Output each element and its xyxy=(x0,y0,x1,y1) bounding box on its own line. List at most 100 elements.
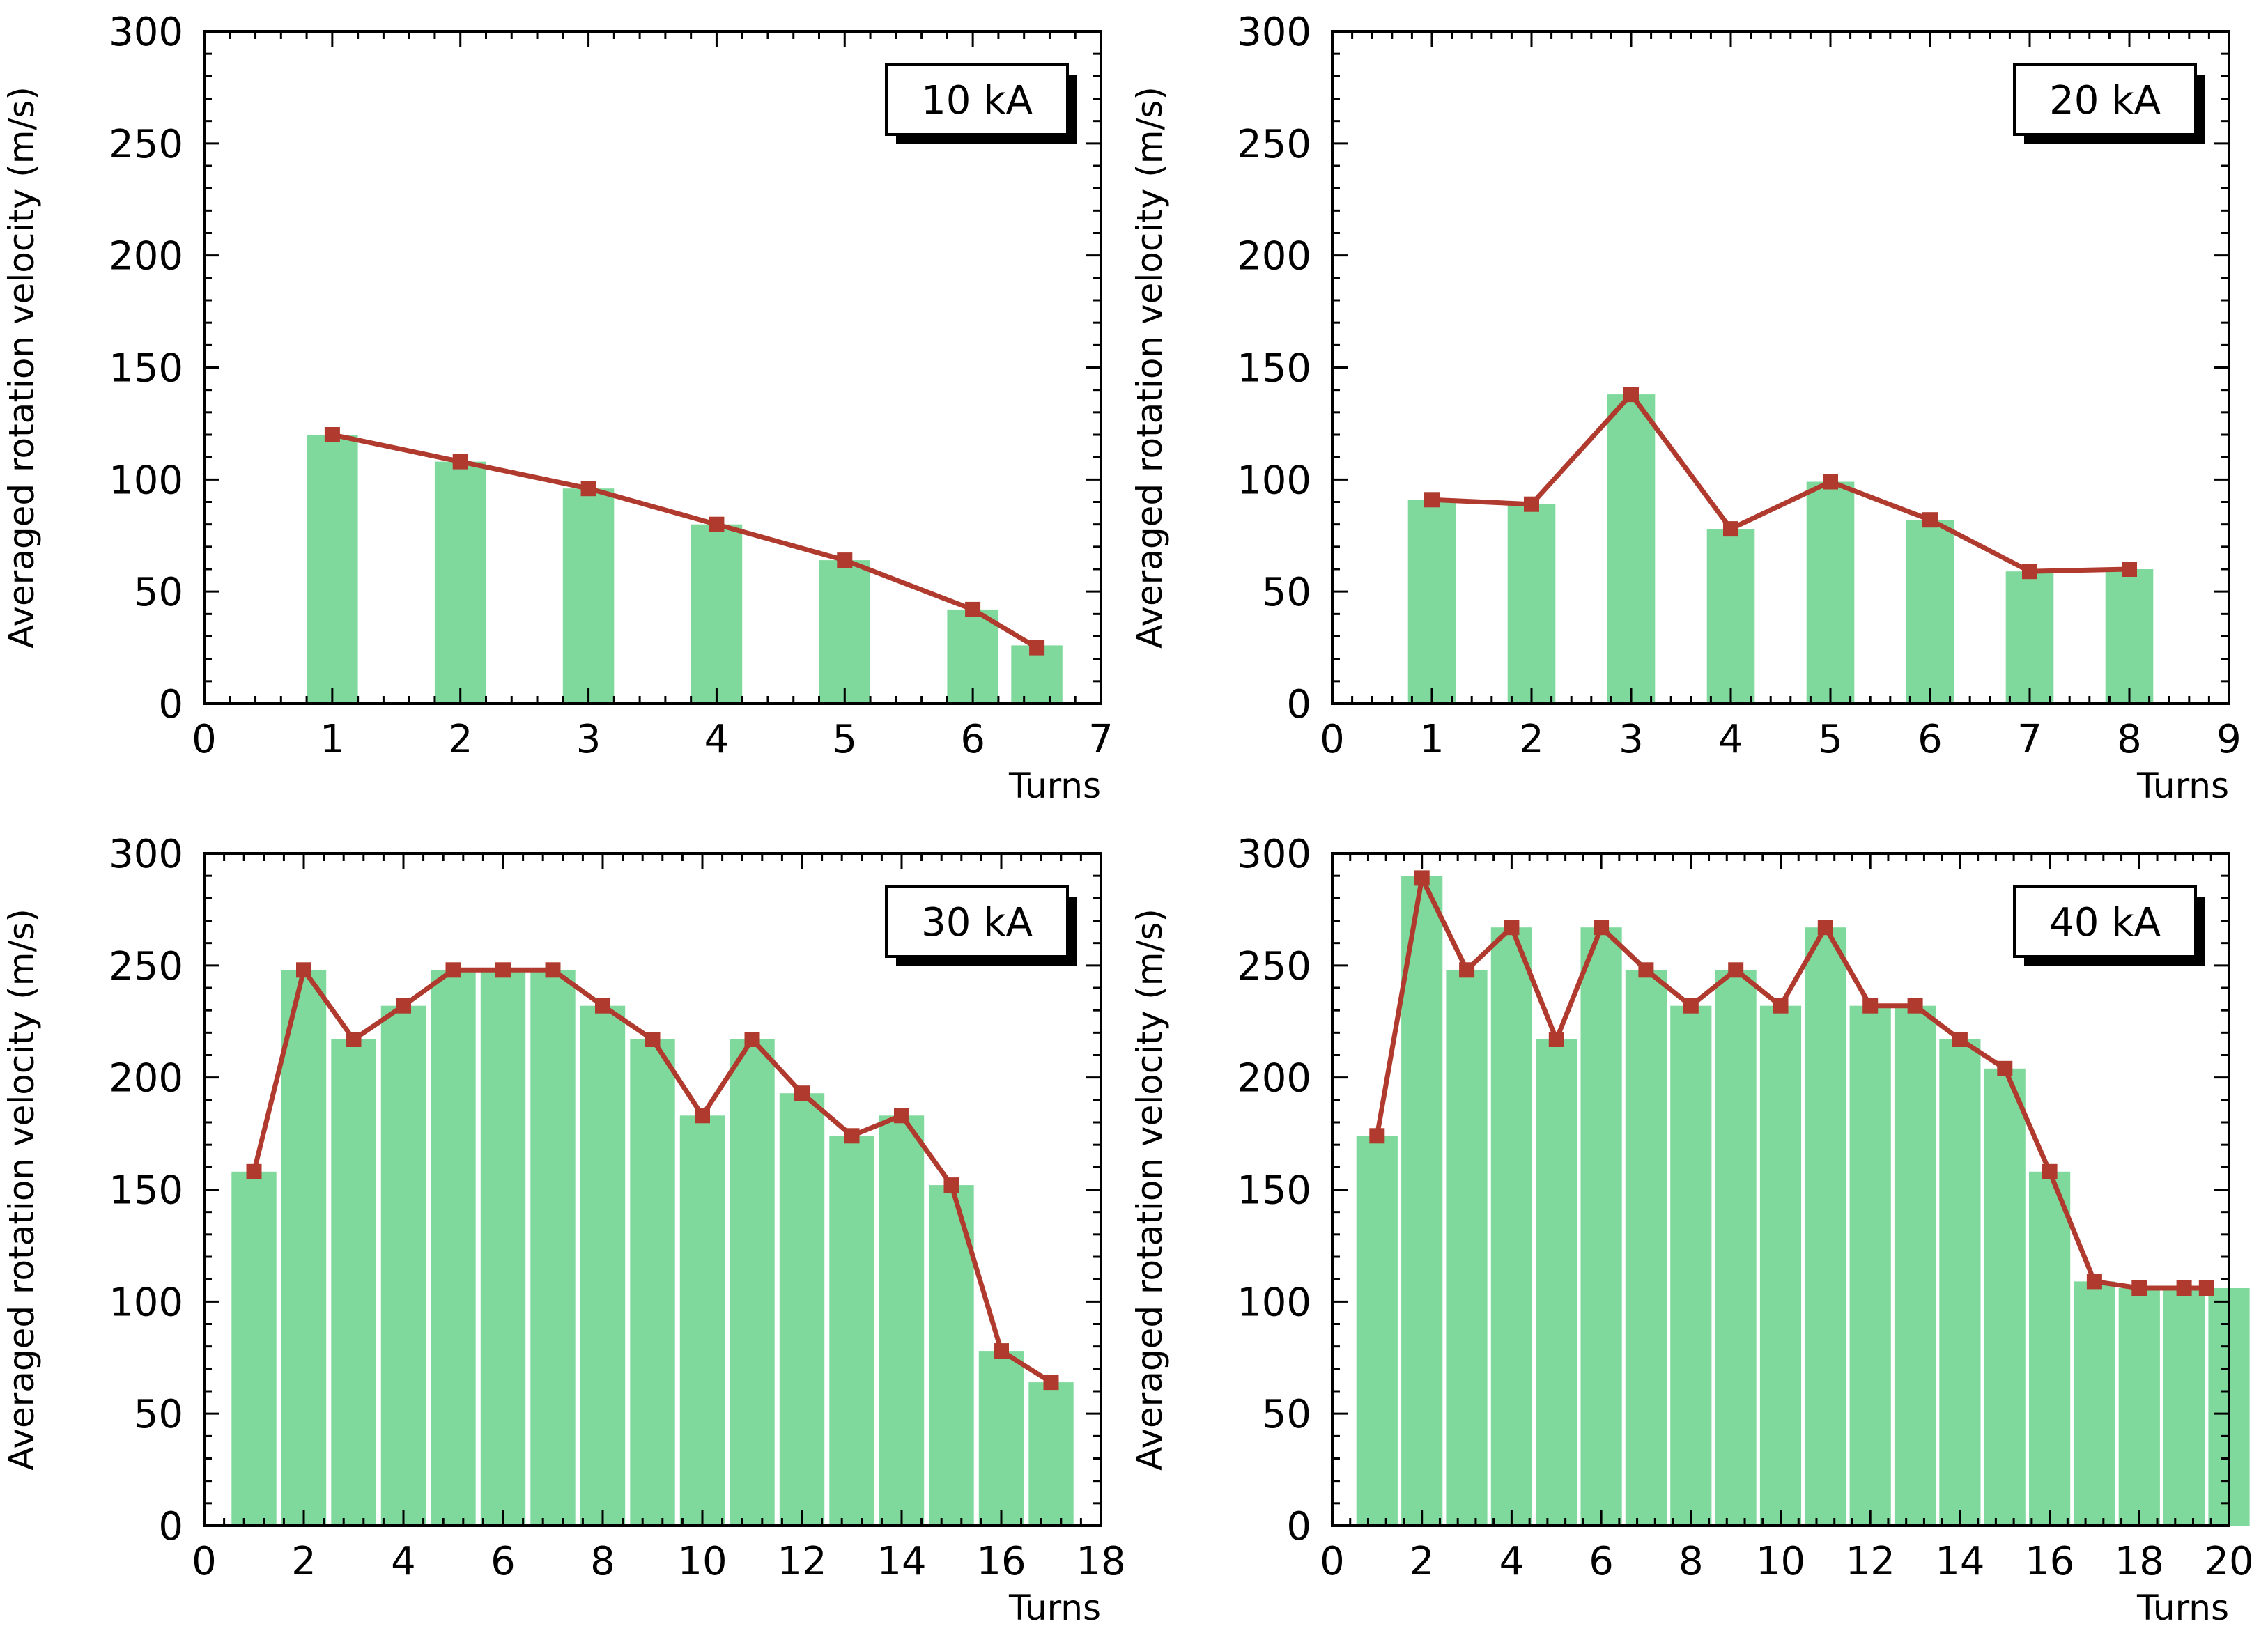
data-point xyxy=(1459,962,1475,978)
data-point xyxy=(695,1108,710,1124)
bar xyxy=(829,1136,874,1526)
bar xyxy=(1706,529,1755,704)
bar xyxy=(1536,1039,1577,1526)
x-tick-label: 8 xyxy=(2117,717,2142,762)
bar xyxy=(630,1039,675,1526)
x-tick-label: 12 xyxy=(1846,1539,1895,1584)
x-tick-label: 6 xyxy=(1918,717,1943,762)
data-point xyxy=(2176,1280,2192,1296)
y-tick-label: 100 xyxy=(1237,1280,1311,1325)
x-tick-label: 7 xyxy=(2017,717,2042,762)
data-point xyxy=(943,1177,959,1193)
data-point xyxy=(580,481,596,497)
data-point xyxy=(2122,562,2137,577)
plot-frame xyxy=(203,30,1102,705)
bar xyxy=(1407,500,1456,704)
x-tick-label: 3 xyxy=(576,717,601,762)
x-tick-label: 18 xyxy=(2115,1539,2164,1584)
data-point xyxy=(1823,474,1838,490)
y-tick-label: 300 xyxy=(109,10,183,55)
data-point xyxy=(1817,920,1833,936)
data-point xyxy=(744,1032,760,1047)
x-tick-label: 4 xyxy=(704,717,730,762)
y-tick-label: 50 xyxy=(1262,570,1311,615)
bar xyxy=(978,1351,1024,1526)
data-point xyxy=(994,1343,1009,1359)
y-axis-title: Averaged rotation velocity (m/s) xyxy=(1,86,42,649)
data-point xyxy=(1862,998,1879,1014)
data-point xyxy=(1728,962,1744,978)
data-point xyxy=(844,1128,860,1144)
bar xyxy=(730,1039,775,1526)
y-tick-label: 250 xyxy=(109,122,183,167)
data-point xyxy=(709,516,725,532)
bar xyxy=(281,970,327,1526)
y-tick-label: 200 xyxy=(1237,1056,1311,1101)
bar xyxy=(819,560,870,704)
x-tick-label: 2 xyxy=(1410,1539,1435,1584)
bar xyxy=(434,461,486,704)
bar xyxy=(1607,394,1656,704)
bar xyxy=(2118,1288,2160,1526)
y-tick-label: 0 xyxy=(158,1504,183,1549)
x-tick-label: 8 xyxy=(1679,1539,1704,1584)
bar xyxy=(530,970,576,1526)
data-point xyxy=(2131,1280,2147,1296)
bar xyxy=(1984,1068,2026,1526)
x-tick-label: 20 xyxy=(2204,1539,2253,1584)
x-axis-title: Turns xyxy=(2136,1588,2229,1628)
data-point xyxy=(894,1108,909,1124)
data-point xyxy=(1723,521,1738,537)
x-tick-label: 4 xyxy=(1499,1539,1525,1584)
y-tick-label: 50 xyxy=(134,570,183,615)
y-tick-label: 150 xyxy=(1237,346,1311,392)
x-tick-label: 3 xyxy=(1619,717,1644,762)
bar xyxy=(1356,1136,1398,1526)
data-point xyxy=(1922,512,1938,528)
bar xyxy=(879,1115,925,1526)
bar xyxy=(1507,504,1556,704)
bar xyxy=(1849,1005,1891,1526)
data-point xyxy=(396,998,411,1014)
bar xyxy=(1894,1005,1936,1526)
data-point xyxy=(1548,1032,1564,1047)
data-point xyxy=(324,427,340,442)
y-tick-label: 200 xyxy=(109,1056,183,1101)
data-point xyxy=(837,552,853,568)
y-tick-label: 100 xyxy=(1237,458,1311,503)
x-tick-label: 1 xyxy=(320,717,345,762)
y-tick-label: 50 xyxy=(1262,1392,1311,1437)
bar xyxy=(580,1005,626,1526)
bar xyxy=(1490,927,1532,1526)
y-tick-label: 300 xyxy=(1237,832,1311,877)
data-point xyxy=(545,962,561,978)
y-axis-title: Averaged rotation velocity (m/s) xyxy=(1129,86,1170,649)
data-point xyxy=(1638,962,1654,978)
y-tick-label: 200 xyxy=(109,234,183,279)
plot-frame xyxy=(1331,852,2230,1527)
data-point xyxy=(1414,870,1430,886)
data-point xyxy=(246,1163,262,1179)
x-tick-label: 4 xyxy=(391,1539,416,1584)
annotation-box xyxy=(885,885,1069,958)
bar xyxy=(480,970,526,1526)
bar xyxy=(1028,1382,1074,1526)
bar xyxy=(2163,1288,2205,1526)
x-tick-label: 0 xyxy=(1320,1539,1345,1584)
x-tick-label: 14 xyxy=(1935,1539,1984,1584)
x-tick-label: 6 xyxy=(491,1539,516,1584)
data-point xyxy=(2086,1274,2102,1290)
plot-frame xyxy=(1331,30,2230,705)
data-point xyxy=(2042,1163,2058,1179)
y-tick-label: 300 xyxy=(1237,10,1311,55)
annotation-box xyxy=(885,63,1069,136)
x-tick-label: 2 xyxy=(1519,717,1544,762)
x-tick-label: 0 xyxy=(192,1539,217,1584)
series-line xyxy=(1374,875,2209,1291)
data-point xyxy=(1594,920,1610,936)
bar xyxy=(1401,876,1443,1526)
annotation-box xyxy=(2013,63,2197,136)
bar xyxy=(1939,1039,1981,1526)
chart-panel-top-right: 0 1 2 3 4 5 6 7 8 9 0 50 100 150 200 250 300 Turns Average… xyxy=(1129,10,2242,806)
bar xyxy=(1806,481,1855,704)
